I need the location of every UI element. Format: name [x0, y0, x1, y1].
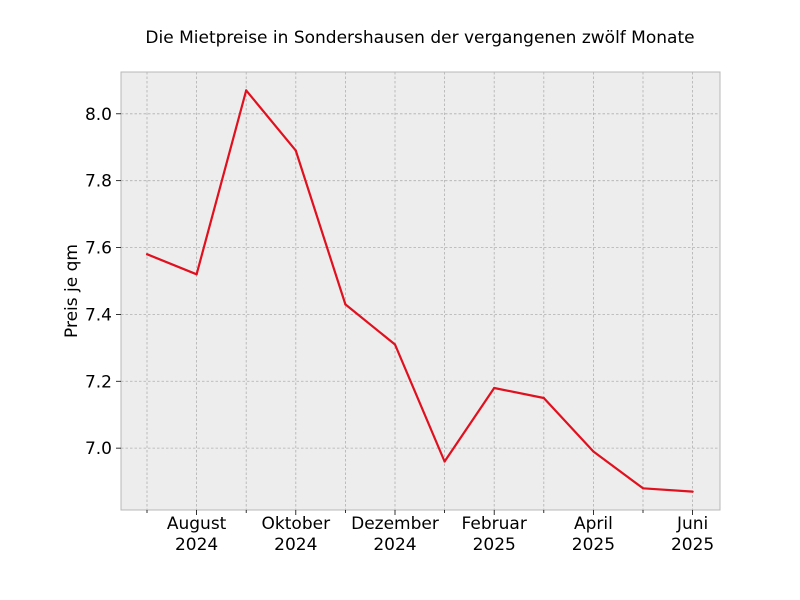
grid [121, 72, 720, 510]
data-point [294, 149, 297, 152]
data-point [542, 396, 545, 400]
x-tick-label: 2024 [274, 535, 317, 555]
y-tick-label: 7.0 [85, 439, 112, 459]
x-tick-label: 2024 [175, 535, 218, 555]
x-tick-label: 2025 [671, 535, 714, 555]
plot-area [121, 72, 720, 510]
data-point [145, 253, 149, 256]
data-point [245, 89, 248, 92]
x-tick-label: Juni [676, 514, 708, 534]
x-tick-label: 2025 [572, 535, 615, 555]
data-point [691, 490, 694, 493]
y-tick-label: 7.4 [85, 305, 112, 325]
x-tick-label: Oktober [262, 514, 331, 534]
data-point [393, 343, 397, 346]
x-axis: August2024Oktober2024Dezember2024Februar… [146, 510, 714, 555]
y-tick-label: 7.8 [85, 172, 112, 192]
x-tick-label: 2025 [473, 535, 516, 555]
x-tick-label: Februar [462, 514, 527, 534]
data-point [195, 273, 198, 276]
y-axis: 7.0 7.2 7.4 7.6 7.8 8.0 [85, 105, 121, 459]
data-point [443, 460, 446, 463]
x-tick-label: Dezember [351, 514, 439, 534]
y-tick-label: 8.0 [85, 105, 112, 125]
y-tick-label: 7.2 [85, 372, 112, 392]
data-point [592, 450, 595, 453]
plot-frame [120, 71, 721, 511]
chart-title: Die Mietpreise in Sondershausen der verg… [145, 28, 694, 48]
data-point [344, 303, 347, 306]
y-axis-label: Preis je qm [62, 244, 82, 338]
x-tick-label: 2024 [373, 535, 416, 555]
x-tick-label: April [574, 514, 613, 534]
data-point [641, 487, 645, 490]
y-tick-label: 7.6 [85, 239, 112, 259]
data-point [493, 386, 496, 390]
x-tick-label: August [167, 514, 227, 534]
series-layer [145, 89, 694, 493]
series-line [146, 89, 693, 493]
